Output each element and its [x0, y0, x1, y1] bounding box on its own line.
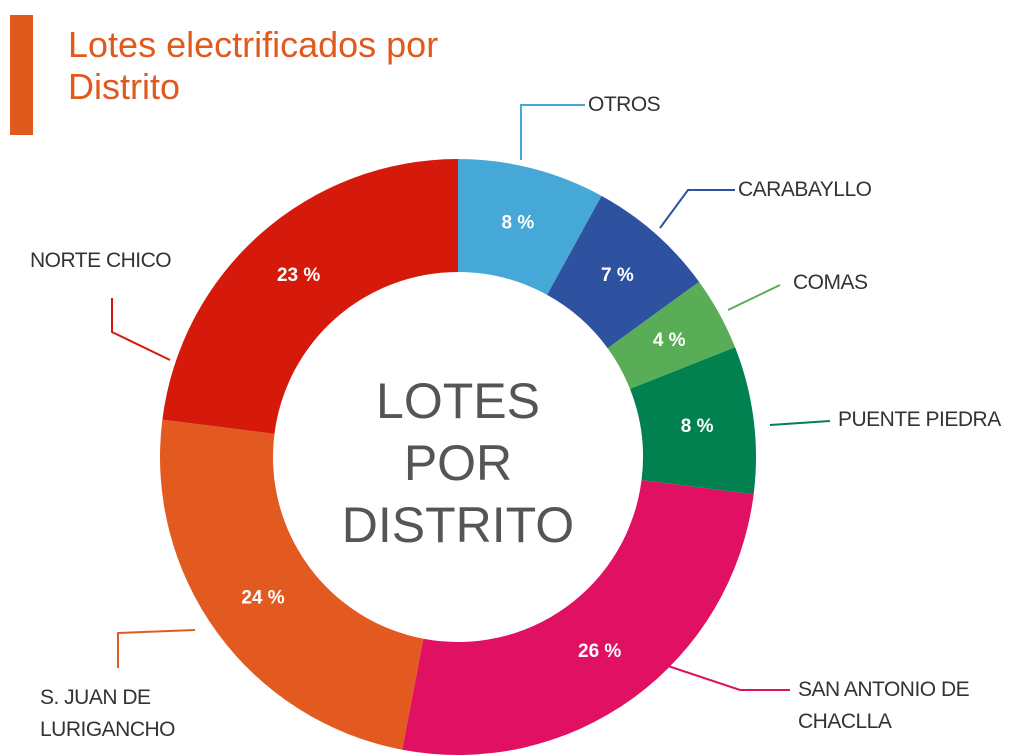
- donut-slice: [607, 281, 736, 389]
- leader-line: [664, 664, 790, 691]
- category-label: COMAS: [793, 271, 868, 294]
- title-bar: [10, 15, 33, 135]
- value-label: 7 %: [601, 265, 634, 286]
- category-label: S. JUAN DE LURIGANCHO: [40, 686, 176, 741]
- donut-slice: [162, 159, 458, 434]
- chart-title: Lotes electrificados por Distrito: [68, 24, 439, 107]
- value-label: 23 %: [277, 265, 320, 286]
- value-label: 8 %: [502, 213, 535, 234]
- value-label: 8 %: [681, 416, 714, 437]
- leader-line: [769, 420, 831, 426]
- leader-line: [117, 629, 196, 668]
- category-label: NORTE CHICO: [30, 249, 172, 272]
- donut-slice: [458, 159, 602, 295]
- donut-slice: [547, 195, 700, 349]
- leader-line: [111, 298, 171, 361]
- leader-line: [727, 284, 781, 311]
- category-label: SAN ANTONIO DE CHACLLA: [798, 678, 970, 733]
- value-label: 4 %: [653, 330, 686, 351]
- center-label: LOTES POR DISTRITO: [341, 373, 575, 553]
- category-label: CARABAYLLO: [738, 178, 872, 201]
- donut-slice: [402, 480, 754, 755]
- category-label: OTROS: [588, 93, 661, 116]
- leader-line: [520, 104, 585, 160]
- value-label: 24 %: [241, 588, 284, 609]
- category-label: PUENTE PIEDRA: [838, 408, 1001, 431]
- value-label: 26 %: [578, 641, 621, 662]
- donut-slice: [630, 347, 756, 495]
- donut-slice: [160, 419, 424, 750]
- leader-line: [659, 189, 735, 229]
